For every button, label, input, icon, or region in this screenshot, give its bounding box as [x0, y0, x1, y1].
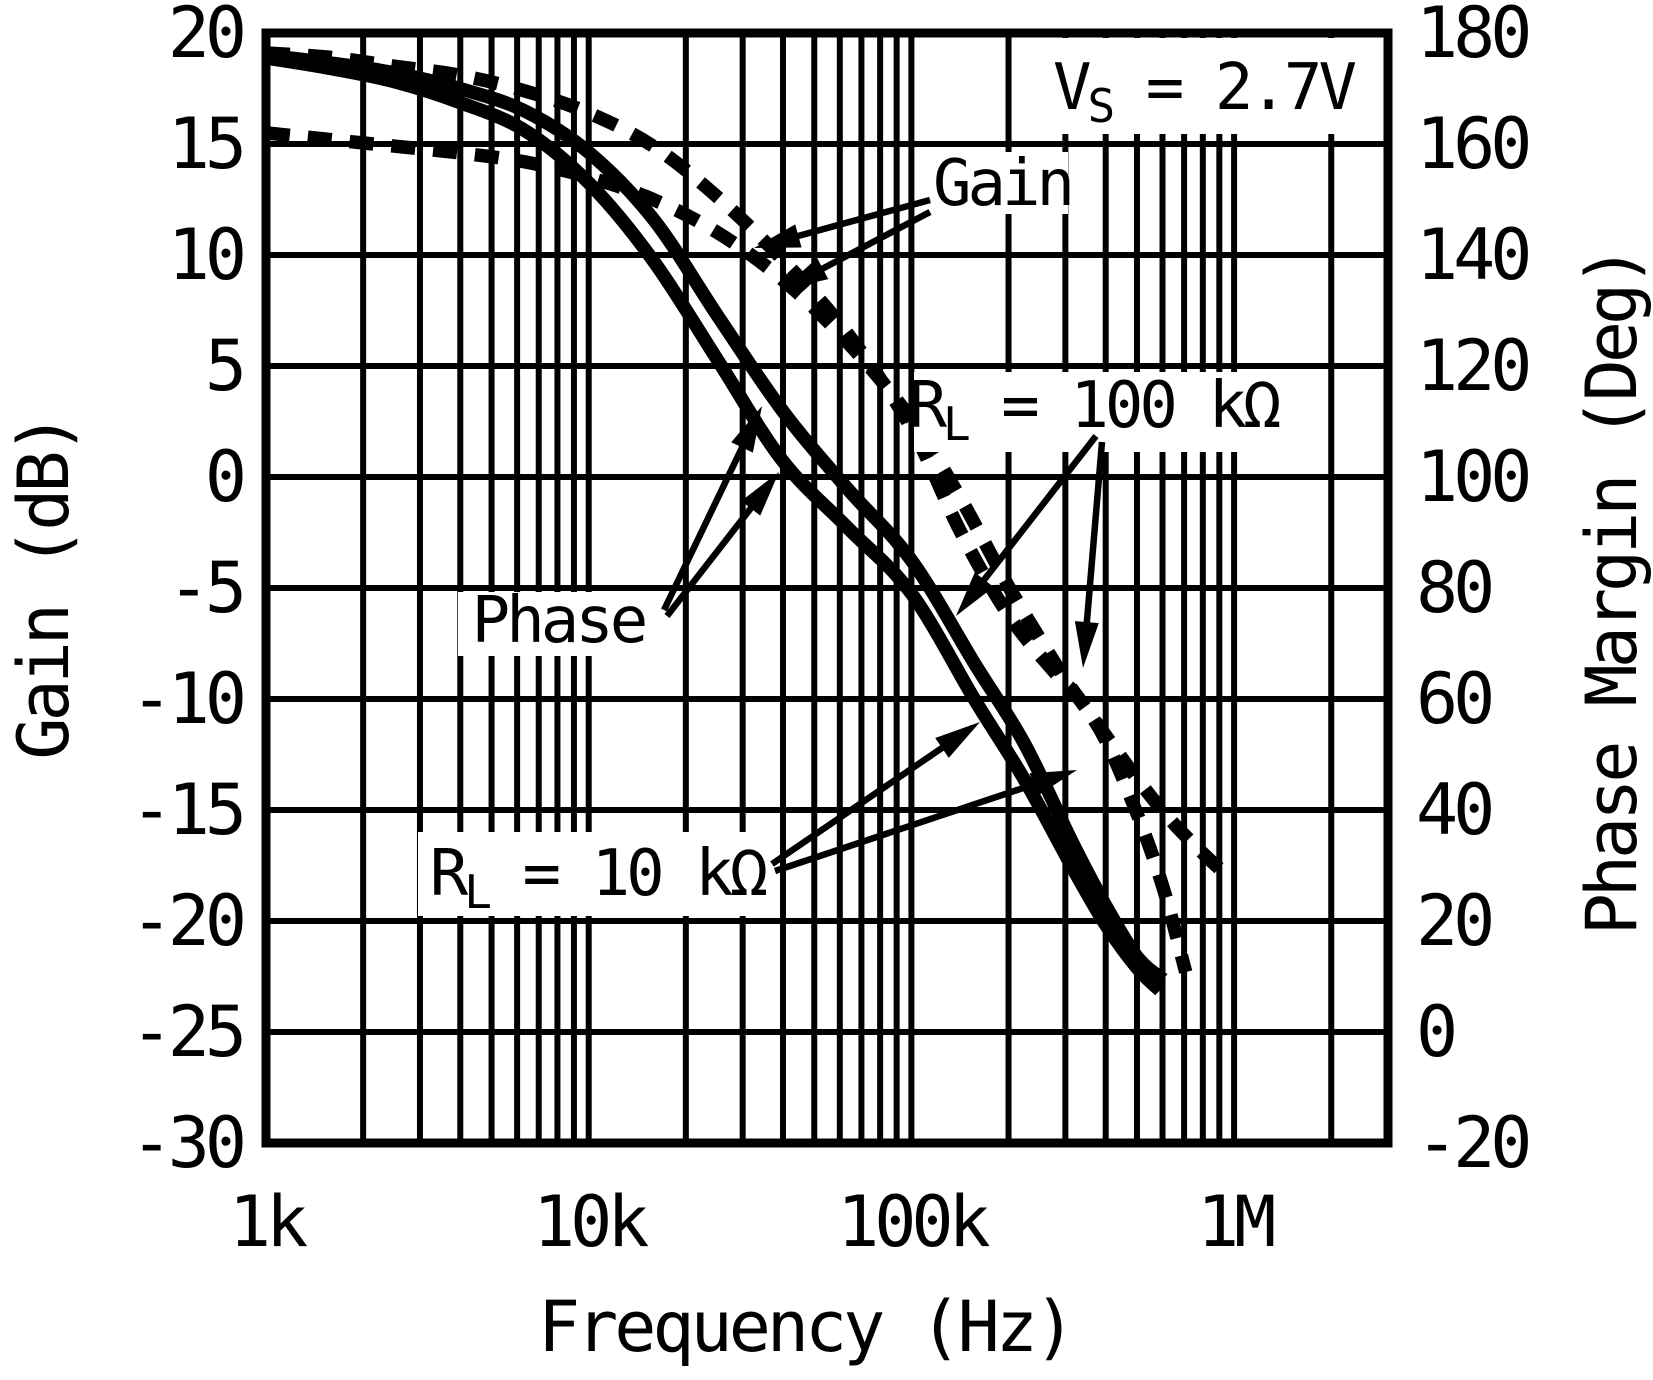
y-right-tick-100: 100: [1416, 436, 1528, 518]
y-left-tick-20: 20: [168, 0, 243, 74]
y-left-tick-15: 15: [168, 103, 242, 185]
y-left-tick--15: -15: [131, 769, 242, 851]
y-right-tick-120: 120: [1416, 325, 1528, 407]
y-left-tick-10: 10: [168, 214, 243, 296]
y-right-tick-140: 140: [1416, 214, 1528, 296]
gain-callout-arrow-2: [782, 209, 932, 290]
rl-100k-callout-text: RL = 100 kΩ: [908, 369, 1279, 451]
y-right-tick-60: 60: [1416, 658, 1491, 740]
grid: [263, 30, 1392, 1146]
phase-callout-box: [458, 592, 660, 656]
rl-100k-callout-arrow-2: [1074, 441, 1106, 668]
rl-10k-callout-text: RL = 10 kΩ: [430, 837, 767, 919]
y-left-tick-5: 5: [205, 325, 242, 407]
plot-border: [261, 28, 1393, 1148]
rl-10k-callout-box: [418, 832, 780, 916]
y-right-tick-20: 20: [1416, 880, 1491, 962]
phase-callout-arrow-1: [661, 406, 762, 612]
y-axis-left-title: Gain (dB): [3, 416, 85, 759]
x-axis-title: Frequency (Hz): [538, 1286, 1072, 1368]
x-tick-1k: 1k: [229, 1181, 308, 1263]
y-left-tick--5: -5: [168, 547, 242, 629]
x-tick-1M: 1M: [1197, 1181, 1274, 1263]
gain-callout-box: [936, 152, 1068, 214]
phase-callout-text: Phase: [472, 584, 645, 658]
x-tick-100k: 100k: [837, 1181, 990, 1263]
curve-phase-rl-100k: [265, 48, 1168, 985]
y-left-tick--30: -30: [131, 1102, 243, 1184]
x-tick-10k: 10k: [533, 1181, 649, 1263]
rl-10k-callout-arrow-1: [770, 722, 980, 867]
rl-100k-callout-arrow-1: [956, 434, 1099, 616]
y-axis-right-title: Phase Margin (Deg): [1571, 249, 1653, 936]
y-right-tick-40: 40: [1416, 769, 1491, 851]
vs-condition-box: [1024, 38, 1382, 134]
y-right-tick-180: 180: [1416, 0, 1528, 74]
y-left-tick--20: -20: [131, 880, 243, 962]
vs-condition-text: VS = 2.7V: [1053, 51, 1355, 133]
y-right-tick--20: -20: [1416, 1102, 1528, 1184]
y-right-tick-0: 0: [1416, 991, 1454, 1073]
gain-callout-text: Gain: [933, 147, 1071, 221]
gain-callout-arrow-1: [754, 196, 931, 248]
y-right-tick-160: 160: [1416, 103, 1528, 185]
rl-10k-callout-arrow-2: [773, 770, 1077, 875]
y-left-tick--10: -10: [131, 658, 243, 740]
curve-gain-rl-10k: [265, 126, 1236, 884]
y-right-tick-80: 80: [1416, 547, 1491, 629]
y-left-tick-0: 0: [205, 436, 243, 518]
y-left-tick--25: -25: [131, 991, 242, 1073]
curve-phase-rl-10k: [264, 51, 1165, 996]
phase-callout-arrow-2: [664, 472, 779, 618]
